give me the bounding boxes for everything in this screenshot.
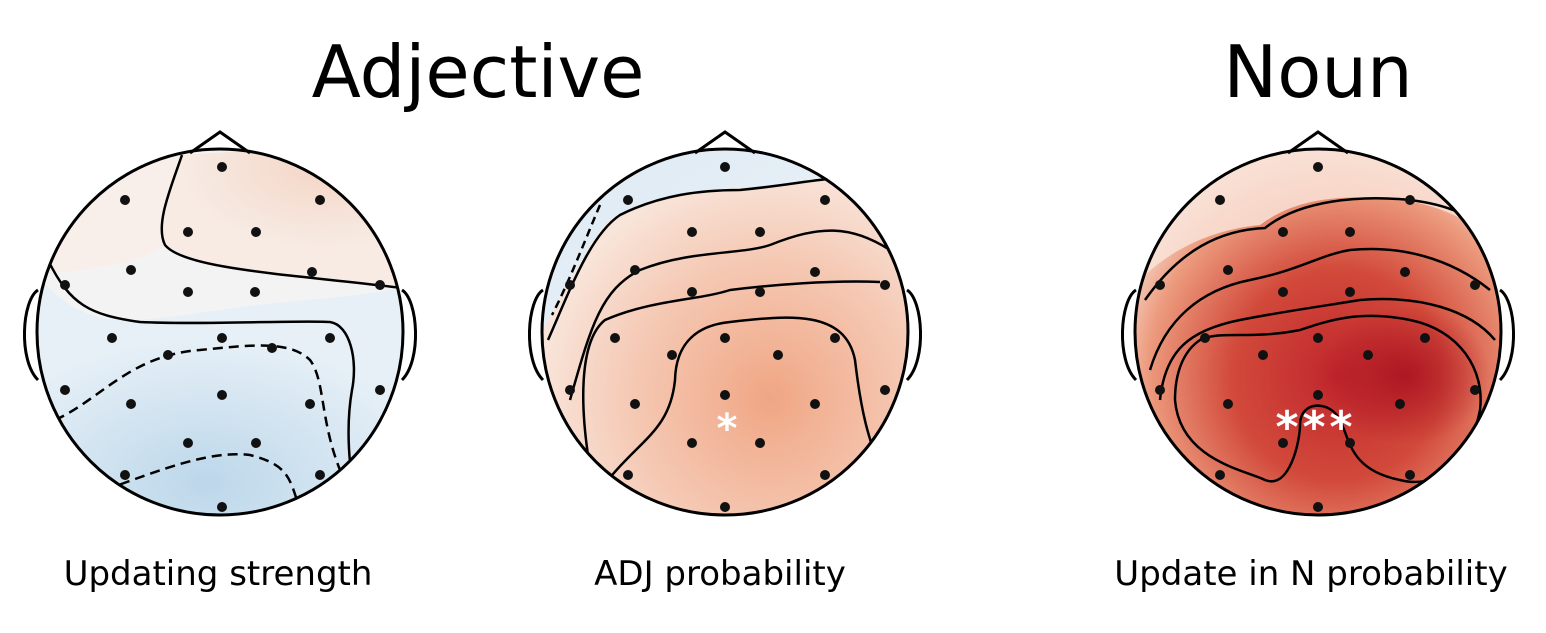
right-ear-icon [1498, 288, 1516, 382]
nose-icon [694, 130, 756, 155]
electrode-markers [565, 162, 890, 512]
caption-update-in-n-probability: Update in N probability [1114, 554, 1508, 594]
left-ear-icon [1120, 288, 1138, 382]
noun-heading: Noun [1223, 30, 1413, 114]
nose-icon [1287, 130, 1349, 155]
topomap-update-in-n-probability: *** [1120, 130, 1516, 517]
right-ear-icon [400, 288, 418, 382]
adjective-heading: Adjective [311, 30, 645, 114]
significance-marker: * [717, 406, 738, 452]
electrode-markers [60, 162, 385, 512]
electrode-markers [1155, 162, 1480, 512]
caption-adj-probability: ADJ probability [594, 554, 846, 594]
right-ear-icon [905, 288, 923, 382]
topomap-adj-probability: * [527, 130, 923, 517]
left-ear-icon [22, 288, 40, 382]
significance-marker: *** [1275, 402, 1356, 453]
topomap-updating-strength [22, 130, 418, 517]
nose-icon [189, 130, 251, 155]
left-ear-icon [527, 288, 545, 382]
caption-updating-strength: Updating strength [63, 554, 373, 594]
